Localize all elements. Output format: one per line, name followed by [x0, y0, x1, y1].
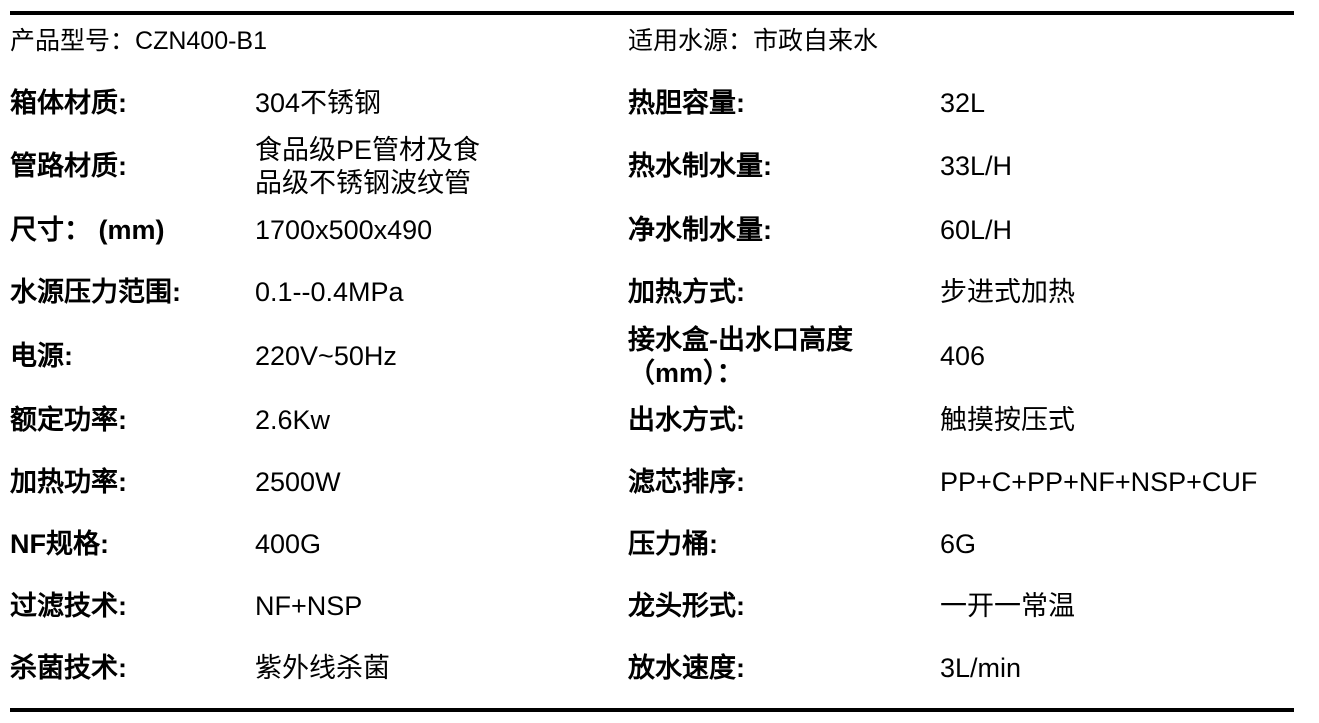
spec-value: 220V~50Hz — [255, 341, 397, 372]
spec-value: NF+NSP — [255, 591, 363, 622]
product-model-value: CZN400-B1 — [135, 27, 268, 55]
spec-value: 0.1--0.4MPa — [255, 277, 404, 308]
spec-label: 接水盒-出水口高度 （mm）： — [628, 324, 853, 388]
spec-value: 60L/H — [940, 215, 1013, 246]
spec-label: 管路材质: — [10, 151, 127, 182]
spec-value: 触摸按压式 — [940, 405, 1075, 436]
spec-label: NF规格: — [10, 529, 109, 560]
spec-row-nf-spec: NF规格: 400G 压力桶: 6G — [10, 514, 1319, 576]
spec-row-power-supply: 电源: 220V~50Hz 接水盒-出水口高度 （mm）： 406 — [10, 324, 1319, 390]
spec-label: 放水速度: — [628, 653, 745, 684]
spec-value: PP+C+PP+NF+NSP+CUF — [940, 467, 1258, 498]
spec-value: 3L/min — [940, 653, 1022, 684]
spec-value: 食品级PE管材及食 品级不锈钢波纹管 — [255, 135, 481, 198]
spec-label: 滤芯排序: — [628, 467, 745, 498]
spec-label: 水源压力范围: — [10, 277, 181, 308]
spec-row-rated-power: 额定功率: 2.6Kw 出水方式: 触摸按压式 — [10, 390, 1319, 452]
spec-value: 1700x500x490 — [255, 215, 433, 246]
spec-label: 净水制水量: — [628, 215, 772, 246]
spec-row-cabinet-material: 箱体材质: 304不锈钢 热胆容量: 32L — [10, 72, 1319, 134]
spec-value: 304不锈钢 — [255, 87, 382, 118]
water-source-value: 市政自来水 — [753, 27, 879, 55]
bottom-rule — [10, 708, 1294, 712]
spec-label: 压力桶: — [628, 529, 718, 560]
spec-value: 6G — [940, 529, 977, 560]
spec-value: 406 — [940, 341, 986, 372]
spec-label: 过滤技术: — [10, 591, 127, 622]
spec-label: 加热功率: — [10, 467, 127, 498]
spec-label: 龙头形式: — [628, 591, 745, 622]
spec-value: 紫外线杀菌 — [255, 653, 390, 684]
water-source: 适用水源：市政自来水 — [628, 26, 1319, 56]
product-model-label: 产品型号： — [10, 27, 136, 55]
spec-label: 加热方式: — [628, 277, 745, 308]
spec-value: 32L — [940, 87, 986, 118]
spec-value: 400G — [255, 529, 322, 560]
spec-value: 33L/H — [940, 151, 1013, 182]
spec-label: 箱体材质: — [10, 87, 127, 118]
header-row: 产品型号：CZN400-B1 适用水源：市政自来水 — [10, 26, 1319, 56]
spec-value: 2500W — [255, 467, 341, 498]
spec-label: 热水制水量: — [628, 151, 772, 182]
spec-label: 电源: — [10, 341, 73, 372]
spec-label: 额定功率: — [10, 405, 127, 436]
spec-row-sterilization-tech: 杀菌技术: 紫外线杀菌 放水速度: 3L/min — [10, 638, 1319, 700]
spec-row-filtration-tech: 过滤技术: NF+NSP 龙头形式: 一开一常温 — [10, 576, 1319, 638]
spec-row-heating-power: 加热功率: 2500W 滤芯排序: PP+C+PP+NF+NSP+CUF — [10, 452, 1319, 514]
spec-value: 步进式加热 — [940, 277, 1075, 308]
product-model: 产品型号：CZN400-B1 — [10, 26, 628, 56]
spec-label: 杀菌技术: — [10, 653, 127, 684]
spec-label: 出水方式: — [628, 405, 745, 436]
spec-label: 尺寸： (mm) — [10, 215, 165, 246]
spec-table: 箱体材质: 304不锈钢 热胆容量: 32L 管路材质: 食品级PE管材及食 品… — [10, 72, 1319, 700]
water-source-label: 适用水源： — [628, 27, 754, 55]
spec-value: 一开一常温 — [940, 591, 1075, 622]
top-rule — [10, 11, 1294, 15]
spec-row-water-pressure: 水源压力范围: 0.1--0.4MPa 加热方式: 步进式加热 — [10, 262, 1319, 324]
spec-label: 热胆容量: — [628, 87, 745, 118]
spec-value: 2.6Kw — [255, 405, 331, 436]
spec-row-dimensions: 尺寸： (mm) 1700x500x490 净水制水量: 60L/H — [10, 200, 1319, 262]
spec-row-pipe-material: 管路材质: 食品级PE管材及食 品级不锈钢波纹管 热水制水量: 33L/H — [10, 134, 1319, 200]
